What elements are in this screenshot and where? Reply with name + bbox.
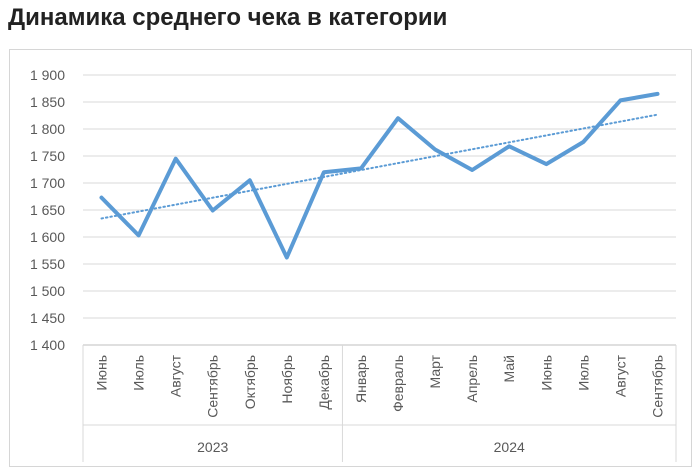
x-tick-label: Январь <box>353 355 369 403</box>
y-tick-label: 1 500 <box>30 283 65 299</box>
y-tick-label: 1 700 <box>30 175 65 191</box>
y-tick-label: 1 750 <box>30 148 65 164</box>
x-tick-label: Июнь <box>94 355 110 391</box>
x-tick-label: Июнь <box>538 355 554 391</box>
y-tick-label: 1 900 <box>30 67 65 83</box>
chart-title: Динамика среднего чека в категории <box>8 4 448 31</box>
x-tick-label: Апрель <box>464 355 480 403</box>
y-tick-label: 1 450 <box>30 310 65 326</box>
y-tick-label: 1 400 <box>30 337 65 353</box>
x-tick-label: Ноябрь <box>279 355 295 404</box>
x-tick-label: Сентябрь <box>205 355 221 418</box>
x-axis-group-label: 2023 <box>197 439 228 455</box>
x-tick-label: Август <box>612 354 628 397</box>
x-tick-label: Декабрь <box>316 355 332 410</box>
x-tick-label: Февраль <box>390 355 406 412</box>
x-tick-label: Май <box>501 355 517 382</box>
chart-frame <box>9 49 692 467</box>
y-tick-label: 1 850 <box>30 94 65 110</box>
x-axis-group-label: 2024 <box>494 439 525 455</box>
y-tick-label: 1 600 <box>30 229 65 245</box>
x-tick-label: Сентябрь <box>649 355 665 418</box>
x-tick-label: Июль <box>131 355 147 391</box>
x-tick-label: Август <box>168 354 184 397</box>
y-tick-label: 1 800 <box>30 121 65 137</box>
x-tick-label: Июль <box>575 355 591 391</box>
trendline <box>100 113 659 220</box>
series-line <box>99 91 660 260</box>
y-tick-label: 1 550 <box>30 256 65 272</box>
x-tick-label: Октябрь <box>242 355 258 409</box>
y-tick-label: 1 650 <box>30 202 65 218</box>
x-tick-label: Март <box>427 354 443 388</box>
